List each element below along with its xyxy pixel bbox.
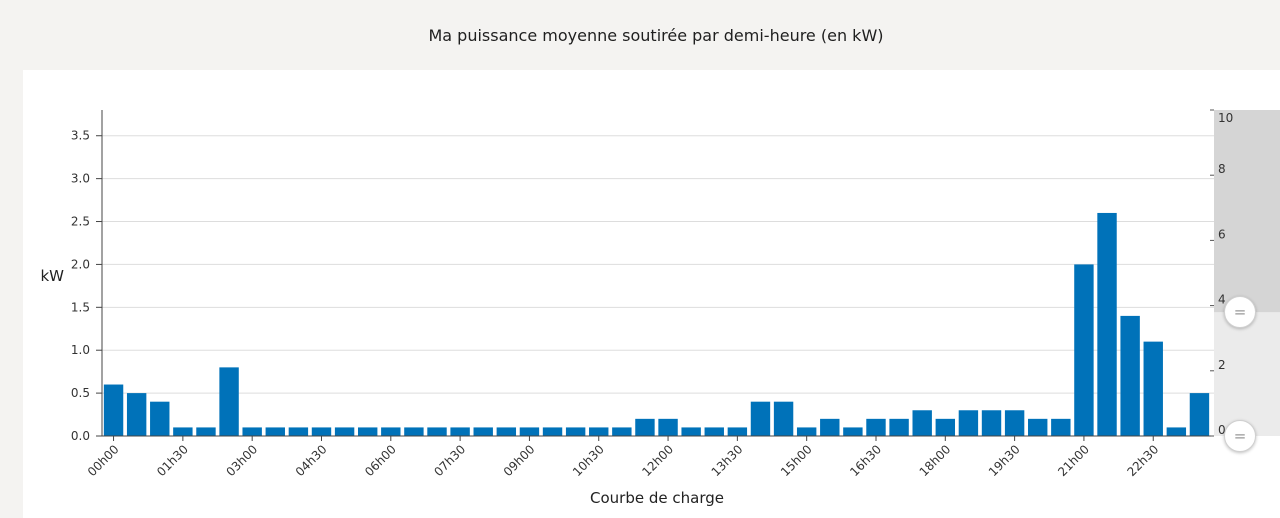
x-tick-label: 04h30 <box>293 442 330 479</box>
bar-20h30 <box>1051 418 1071 436</box>
x-tick-label: 13h30 <box>709 442 746 479</box>
x-tick-label: 01h30 <box>154 442 191 479</box>
bar-16h00 <box>843 427 863 436</box>
y-tick-label: 2.0 <box>71 257 90 271</box>
bar-17h30 <box>912 410 932 436</box>
chart-title: Ma puissance moyenne soutirée par demi-h… <box>428 26 884 45</box>
bar-00h30 <box>126 393 147 436</box>
bar-11h00 <box>612 427 632 436</box>
bar-14h00 <box>750 401 771 436</box>
bar-12h00 <box>658 418 678 436</box>
bar-07h30 <box>450 427 470 436</box>
x-axis-title: Courbe de charge <box>590 489 724 507</box>
bar-21h00 <box>1074 264 1094 436</box>
y-tick-label: 3.0 <box>71 172 90 186</box>
y-tick-label: 2.5 <box>71 215 90 229</box>
bar-chart: 0.0 0.5 1.0 1.5 2.0 2.5 3.0 3.5 0 2 4 6 8 10 00h00 01h3… <box>40 109 1280 507</box>
y-tick-label: 0.5 <box>71 386 90 400</box>
bar-11h30 <box>635 418 655 436</box>
bar-08h30 <box>496 427 517 436</box>
bar-23h30 <box>1189 393 1210 436</box>
bar-04h00 <box>288 427 309 436</box>
secondary-tick-label: 0 <box>1218 423 1226 437</box>
bar-13h30 <box>727 427 748 436</box>
y-axis-title: kW <box>40 267 64 285</box>
bar-21h30 <box>1097 212 1117 436</box>
bar-10h30 <box>589 427 609 436</box>
x-tick-label: 22h30 <box>1124 442 1161 479</box>
bar-18h00 <box>935 418 956 436</box>
x-tick-label: 18h00 <box>917 442 954 479</box>
bar-09h00 <box>519 427 540 436</box>
bar-01h30 <box>173 427 193 436</box>
y-tick-label: 0.0 <box>71 429 90 443</box>
bar-19h30 <box>1004 410 1025 436</box>
x-tick-label: 21h00 <box>1055 442 1092 479</box>
bar-03h30 <box>265 427 285 436</box>
bar-10h00 <box>565 427 586 436</box>
bar-18h30 <box>958 410 979 436</box>
bar-04h30 <box>311 427 332 436</box>
x-tick-label: 00h00 <box>85 442 122 479</box>
x-tick-label: 09h00 <box>501 442 538 479</box>
bar-05h30 <box>357 427 378 436</box>
bar-08h00 <box>473 427 493 436</box>
secondary-tick-label: 10 <box>1218 111 1233 125</box>
bar-22h30 <box>1143 341 1163 436</box>
bar-05h00 <box>334 427 355 436</box>
bar-02h00 <box>196 427 216 436</box>
bar-06h30 <box>404 427 424 436</box>
bar-00h00 <box>103 384 124 436</box>
bar-15h00 <box>796 427 817 436</box>
x-tick-label: 10h30 <box>570 442 607 479</box>
y-tick-label: 1.0 <box>71 343 90 357</box>
slider-top-handle-icon[interactable]: = <box>1224 296 1256 329</box>
bar-03h00 <box>242 427 262 436</box>
secondary-tick-label: 8 <box>1218 162 1226 176</box>
y-tick-label: 3.5 <box>71 129 90 143</box>
x-tick-label: 19h30 <box>986 442 1023 479</box>
bar-14h30 <box>773 401 794 436</box>
bar-16h30 <box>866 418 886 436</box>
bar-09h30 <box>542 427 563 436</box>
x-tick-label: 12h00 <box>639 442 676 479</box>
secondary-tick-label: 2 <box>1218 358 1226 372</box>
y-tick-label: 1.5 <box>71 300 90 314</box>
bar-15h30 <box>820 418 840 436</box>
bar-12h30 <box>681 427 701 436</box>
bar-22h00 <box>1120 315 1140 436</box>
bar-17h00 <box>889 418 909 436</box>
x-tick-label: 03h00 <box>223 442 260 479</box>
bar-13h00 <box>704 427 724 436</box>
bar-07h00 <box>427 427 447 436</box>
chart-panel: 0.0 0.5 1.0 1.5 2.0 2.5 3.0 3.5 0 2 4 6 8 10 00h00 01h3… <box>23 70 1280 518</box>
bar-06h00 <box>381 427 401 436</box>
bar-20h00 <box>1028 418 1048 436</box>
x-tick-label: 07h30 <box>431 442 468 479</box>
x-tick-label: 06h00 <box>362 442 399 479</box>
bar-02h30 <box>219 367 239 436</box>
secondary-tick-label: 6 <box>1218 227 1226 241</box>
bar-19h00 <box>981 410 1002 436</box>
x-tick-label: 15h00 <box>778 442 815 479</box>
bar-23h00 <box>1166 427 1187 436</box>
bar-01h00 <box>150 401 170 436</box>
secondary-tick-label: 4 <box>1218 293 1226 307</box>
slider-bottom-handle-icon[interactable]: = <box>1224 420 1256 452</box>
x-tick-label: 16h30 <box>847 442 884 479</box>
range-slider-selection <box>1214 312 1280 436</box>
